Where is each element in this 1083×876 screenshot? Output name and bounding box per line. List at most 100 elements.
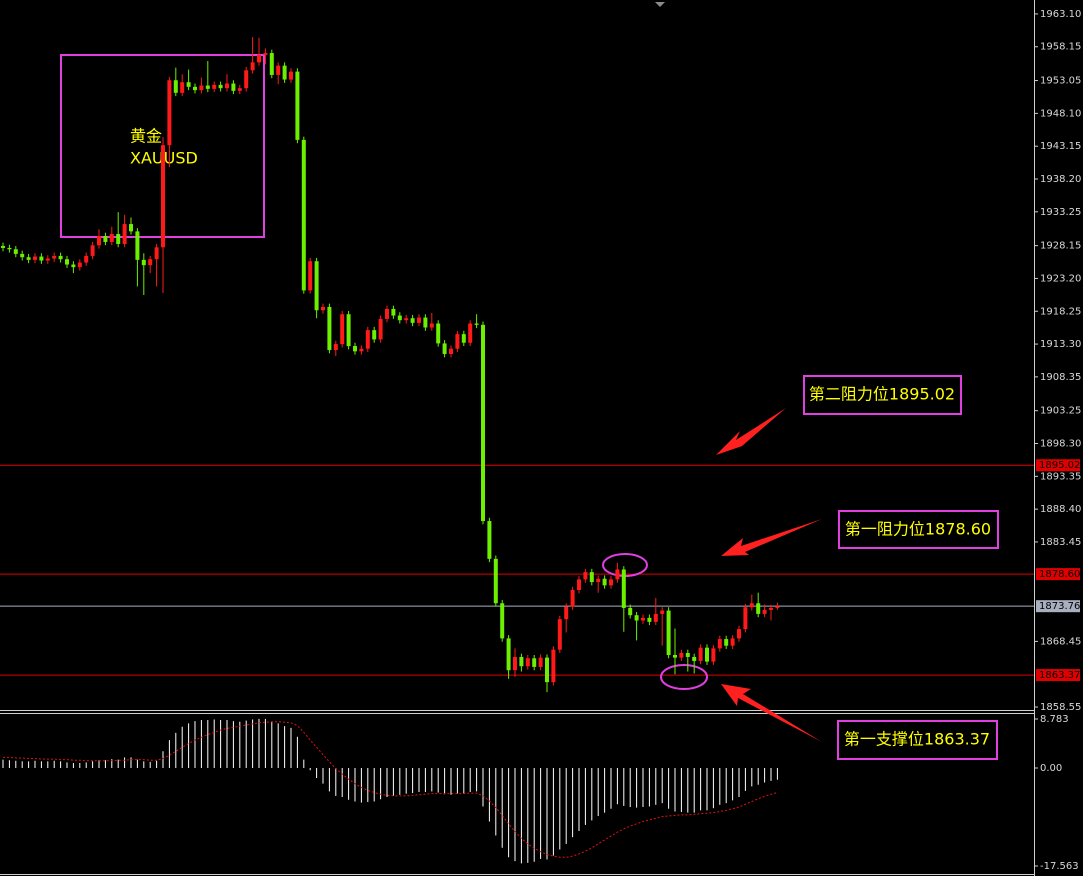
candle-body [749,603,754,608]
candle-body [39,256,44,261]
candle-body [551,649,556,683]
highlight-ellipse [660,664,708,690]
candle-body [71,264,76,268]
y-tick-label: 1923.20 [1040,273,1081,284]
candle-body [519,656,524,667]
candle-body [474,323,479,325]
candle-body [308,261,313,291]
candle-body [500,603,505,639]
candle-body [410,318,415,323]
candle-body [692,656,697,661]
level-label: 1873.76 [1039,601,1080,612]
candle-body [269,53,274,75]
candle-body [615,569,620,580]
candle-body [90,245,95,256]
candle-body [641,617,645,621]
annotation-box [837,720,998,760]
candle-body [1,245,5,248]
candle-body [666,610,671,655]
candle-body [7,247,12,250]
candle-body [468,323,473,343]
candle-body [109,234,114,242]
level-label: 1895.02 [1039,460,1080,471]
y-tick-label: 1943.15 [1040,141,1081,152]
candle-body [385,308,389,319]
candle-body [436,323,441,344]
candle-body [116,234,121,244]
candle-body [135,231,140,260]
candle-body [378,318,383,340]
candle-body [628,607,633,616]
y-tick-label: 8.783 [1040,714,1069,725]
candle-body [250,62,255,71]
level-label: 1878.60 [1039,569,1080,580]
candle-body [423,317,428,328]
candle-body [340,314,345,345]
arrow [716,408,786,455]
candle-body [295,71,300,140]
candle-body [698,647,703,661]
candle-body [660,610,665,614]
candle-body [321,306,325,311]
candle-body [26,257,31,260]
candle-body [577,579,581,591]
candle-body [289,71,293,80]
candle-body [545,657,549,683]
candle-body [205,85,210,89]
candle-body [372,330,377,340]
candle-body [481,324,485,522]
y-tick-label: 1963.10 [1040,9,1081,20]
candle-body [65,259,69,265]
y-tick-label: 1958.15 [1040,42,1081,53]
candle-body [327,306,332,351]
candle-body [769,607,773,610]
candle-body [173,80,178,93]
candle-body [103,236,108,242]
candle-body [33,256,37,260]
candle-body [141,259,146,266]
candle-body [391,308,396,316]
candle-body [429,323,434,328]
candle-body [602,578,607,586]
candle-body [199,85,204,91]
candle-body [449,348,453,355]
candle-body [589,572,594,583]
candle-body [775,606,780,608]
candle-body [212,84,217,89]
candle-body [705,647,709,662]
y-tick-label: 1913.30 [1040,339,1081,350]
y-tick-label: 0.00 [1040,763,1062,774]
candle-body [685,652,690,657]
candle-body [353,346,357,352]
candle-body [276,65,281,75]
candle-body [417,317,421,323]
candle-body [525,658,530,667]
candle-body [225,83,229,89]
shift-marker [655,2,665,7]
candle-body [45,258,50,261]
annotation-text: 第二阻力位1895.02 [809,385,955,404]
candle-body [609,579,613,586]
candle-body [20,253,25,258]
candle-body [154,247,159,260]
candle-body [193,86,197,91]
candle-body [737,629,741,639]
annotation-text: 第一阻力位1878.60 [845,520,991,539]
y-tick-label: 1893.35 [1040,471,1081,482]
candle-body [314,261,319,311]
candle-body [301,139,306,291]
candle-body [596,578,601,583]
candle-body [13,249,18,254]
candle-body [679,652,684,658]
candle-body [506,638,511,671]
candle-body [365,330,370,349]
candle-body [564,606,569,620]
candle-body [513,656,517,671]
y-tick-label: 1888.40 [1040,504,1081,515]
annotation-box [803,375,962,415]
candle-body [231,83,236,91]
candle-body [538,657,543,667]
layout: 黄金 XAUUSD 第二阻力位1895.02 第一阻力位1878.60 第一支撑… [0,0,1035,876]
